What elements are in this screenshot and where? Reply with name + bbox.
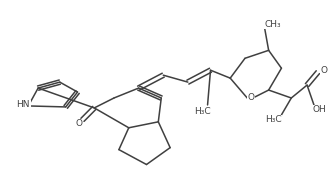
Text: O: O [247, 92, 255, 102]
Text: H₃C: H₃C [194, 107, 211, 116]
Text: H₃C: H₃C [265, 115, 282, 124]
Text: CH₃: CH₃ [264, 20, 281, 29]
Text: HN: HN [17, 100, 30, 109]
Text: OH: OH [312, 105, 326, 114]
Text: O: O [75, 119, 82, 128]
Text: O: O [320, 66, 327, 75]
